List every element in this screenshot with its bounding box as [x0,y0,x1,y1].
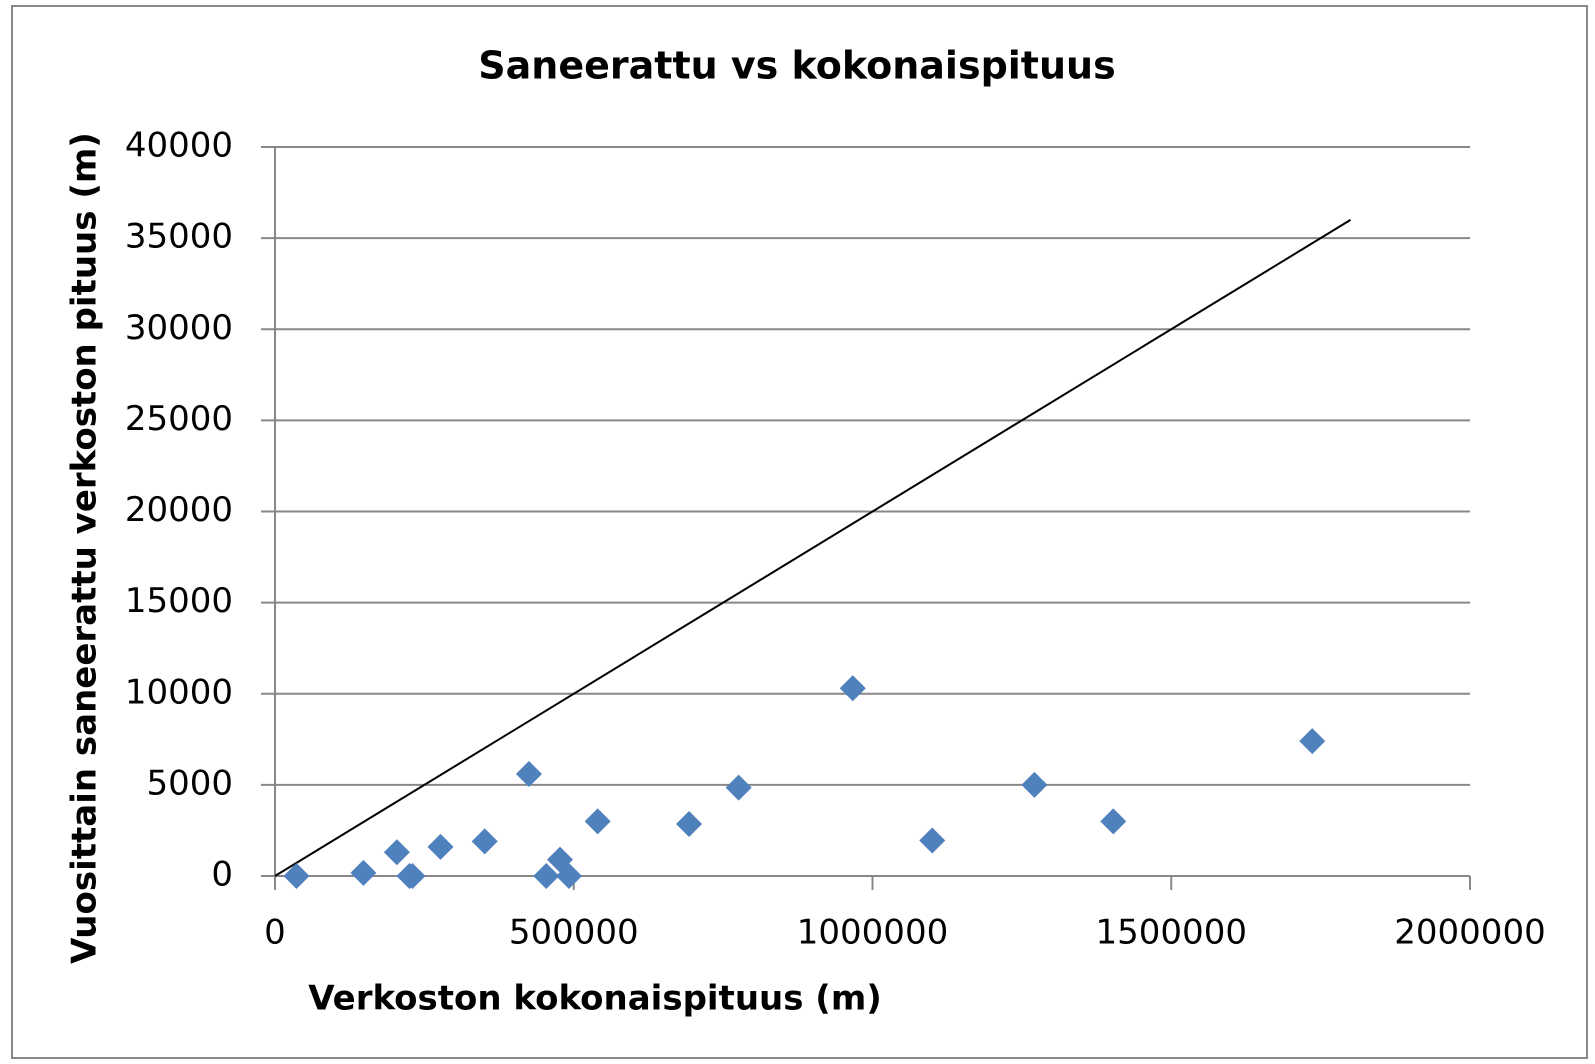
x-tick-label: 0 [264,913,286,953]
y-axis-label: Vuosittain saneerattu verkoston pituus (… [65,132,105,964]
data-point [1021,771,1048,798]
data-point [383,839,410,866]
chart-border [11,5,1588,1059]
data-point [283,863,310,889]
reference-line [274,219,1352,877]
y-tick-label: 5000 [146,763,233,803]
x-tick-label: 500000 [509,913,639,953]
x-tick-label: 1500000 [1096,913,1247,953]
data-point [1100,808,1127,835]
y-tick-label: 40000 [125,126,233,166]
data-point [471,828,498,855]
y-tick-label: 35000 [125,217,233,257]
data-point [919,827,946,854]
y-tick-label: 30000 [125,308,233,348]
data-point [399,863,426,889]
x-axis-label: Verkoston kokonaispituus (m) [308,979,882,1019]
chart-title: Saneerattu vs kokonaispituus [478,44,1115,88]
data-point [533,863,560,889]
x-tick-label: 1000000 [797,913,948,953]
data-point [515,760,542,787]
y-tick-label: 15000 [125,581,233,621]
x-tick-label: 2000000 [1394,913,1545,953]
data-point [725,774,752,801]
data-point [839,675,866,702]
data-point [584,808,611,835]
data-point [427,833,454,860]
y-tick-label: 25000 [125,399,233,439]
y-tick-label: 20000 [125,490,233,530]
data-point [555,863,582,889]
data-point [1299,728,1326,755]
data-point [350,859,377,886]
y-tick-label: 10000 [125,672,233,712]
y-tick-label: 0 [211,855,233,895]
data-point [676,811,703,838]
